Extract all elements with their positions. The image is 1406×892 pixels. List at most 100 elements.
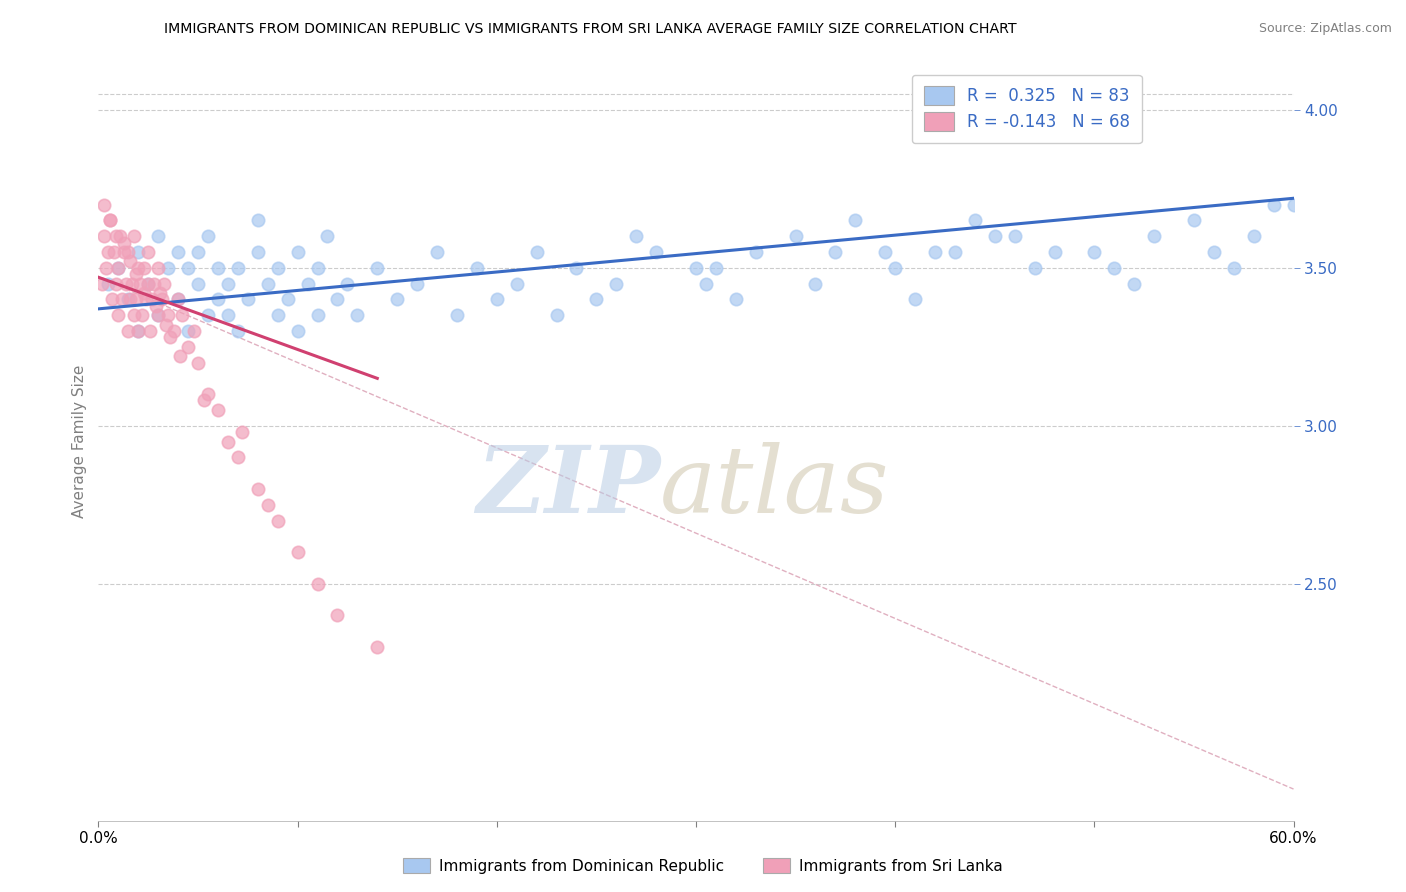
Point <box>297 277 319 291</box>
Point <box>316 229 339 244</box>
Point <box>134 260 156 275</box>
Point <box>105 229 128 244</box>
Point <box>167 244 190 259</box>
Point <box>984 229 1007 244</box>
Point <box>804 277 827 291</box>
Point <box>124 308 146 322</box>
Point <box>236 293 259 307</box>
Point <box>326 608 349 623</box>
Point <box>724 293 747 307</box>
Point <box>93 229 115 244</box>
Point <box>91 277 114 291</box>
Point <box>366 260 388 275</box>
Point <box>127 244 149 259</box>
Point <box>1182 213 1205 227</box>
Point <box>217 277 239 291</box>
Point <box>169 349 191 363</box>
Point <box>112 244 135 259</box>
Point <box>287 324 309 338</box>
Point <box>177 340 200 354</box>
Point <box>385 293 409 307</box>
Point <box>226 260 249 275</box>
Point <box>93 197 115 211</box>
Point <box>1263 197 1285 211</box>
Point <box>125 267 148 281</box>
Point <box>197 308 219 322</box>
Point <box>1282 197 1305 211</box>
Point <box>1223 260 1246 275</box>
Point <box>121 277 143 291</box>
Point <box>131 308 153 322</box>
Point <box>485 293 508 307</box>
Point <box>157 308 180 322</box>
Point <box>135 293 157 307</box>
Point <box>112 235 135 250</box>
Point <box>110 229 132 244</box>
Point <box>139 324 162 338</box>
Point <box>346 308 368 322</box>
Point <box>96 260 118 275</box>
Point <box>107 260 129 275</box>
Point <box>465 260 488 275</box>
Point <box>645 244 668 259</box>
Point <box>187 277 209 291</box>
Point <box>1024 260 1046 275</box>
Point <box>124 229 146 244</box>
Point <box>217 434 239 449</box>
Point <box>287 244 309 259</box>
Point <box>695 277 717 291</box>
Point <box>155 318 177 332</box>
Point <box>157 260 180 275</box>
Point <box>217 308 239 322</box>
Point <box>844 213 866 227</box>
Point <box>167 293 190 307</box>
Text: ZIP: ZIP <box>475 442 661 532</box>
Point <box>117 324 139 338</box>
Point <box>246 213 269 227</box>
Point <box>141 293 163 307</box>
Point <box>97 244 120 259</box>
Point <box>107 260 129 275</box>
Point <box>145 299 167 313</box>
Point <box>153 277 176 291</box>
Point <box>127 324 149 338</box>
Point <box>207 403 229 417</box>
Point <box>97 277 120 291</box>
Point <box>685 260 707 275</box>
Point <box>127 260 149 275</box>
Point <box>207 293 229 307</box>
Legend: Immigrants from Dominican Republic, Immigrants from Sri Lanka: Immigrants from Dominican Republic, Immi… <box>396 852 1010 880</box>
Point <box>1123 277 1146 291</box>
Point <box>307 576 329 591</box>
Point <box>150 293 173 307</box>
Point <box>143 277 166 291</box>
Point <box>136 277 159 291</box>
Point <box>177 324 200 338</box>
Point <box>963 213 986 227</box>
Point <box>163 324 186 338</box>
Point <box>226 324 249 338</box>
Point <box>159 330 181 344</box>
Point <box>129 277 152 291</box>
Point <box>148 308 170 322</box>
Point <box>120 254 142 268</box>
Point <box>336 277 359 291</box>
Point <box>824 244 846 259</box>
Point <box>307 308 329 322</box>
Point <box>287 545 309 559</box>
Text: atlas: atlas <box>661 442 890 532</box>
Point <box>366 640 388 654</box>
Point <box>246 244 269 259</box>
Point <box>172 308 194 322</box>
Point <box>943 244 966 259</box>
Point <box>506 277 529 291</box>
Point <box>1143 229 1166 244</box>
Point <box>267 260 290 275</box>
Point <box>136 277 159 291</box>
Point <box>197 387 219 401</box>
Point <box>111 293 134 307</box>
Point <box>134 286 156 301</box>
Point <box>98 213 122 227</box>
Point <box>1004 229 1026 244</box>
Point <box>585 293 607 307</box>
